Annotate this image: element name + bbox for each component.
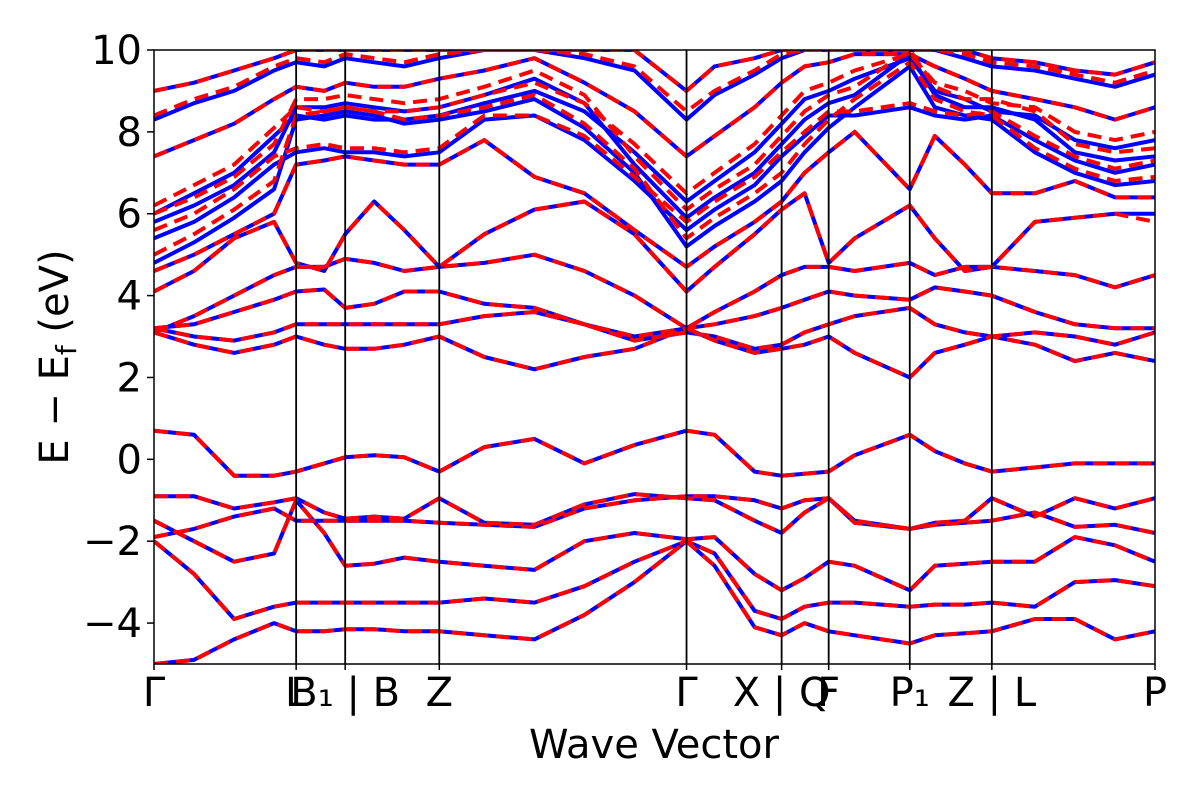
x-tick-label-3: Z [426, 670, 453, 716]
y-tick-label-6: 8 [117, 110, 142, 156]
model-band-2 [154, 494, 1155, 540]
y-axis-label-unit: (eV) [32, 249, 78, 345]
x-tick-label-6: F [817, 670, 840, 716]
x-tick-label-4: Γ [675, 670, 698, 716]
x-tick-label-1: L [285, 670, 308, 716]
kpoint-lines [295, 50, 993, 664]
x-axis-label: Wave Vector [529, 722, 780, 768]
y-axis-label-sub: f [50, 344, 83, 355]
y-tick-label-2: 0 [117, 437, 142, 483]
x-tick-label-7: P₁ [890, 670, 930, 716]
y-tick-label-1: −2 [83, 519, 142, 565]
x-axis-ticks: Γ LB₁ | B Z Γ X | QF P₁ Z | L P [143, 664, 1167, 716]
x-tick-label-0: Γ [143, 670, 166, 716]
y-tick-label-5: 6 [117, 192, 142, 238]
y-axis-label-main: E − E [32, 355, 78, 465]
model-band-15 [154, 50, 1155, 118]
y-axis-label: E − Ef (eV) [32, 249, 83, 464]
x-tick-label-8: Z | L [948, 670, 1037, 716]
y-tick-label-4: 4 [117, 274, 142, 320]
y-tick-label-3: 2 [117, 355, 142, 401]
y-tick-label-0: −4 [83, 601, 142, 647]
y-tick-label-7: 10 [91, 28, 142, 74]
x-tick-label-5: X | Q [733, 670, 831, 716]
plot-frame [153, 49, 1156, 665]
x-tick-label-2: B₁ | B [290, 670, 400, 716]
y-axis-ticks: −4 −2 0 2 4 6 8 10 [83, 28, 154, 647]
x-tick-label-9: P [1143, 670, 1167, 716]
